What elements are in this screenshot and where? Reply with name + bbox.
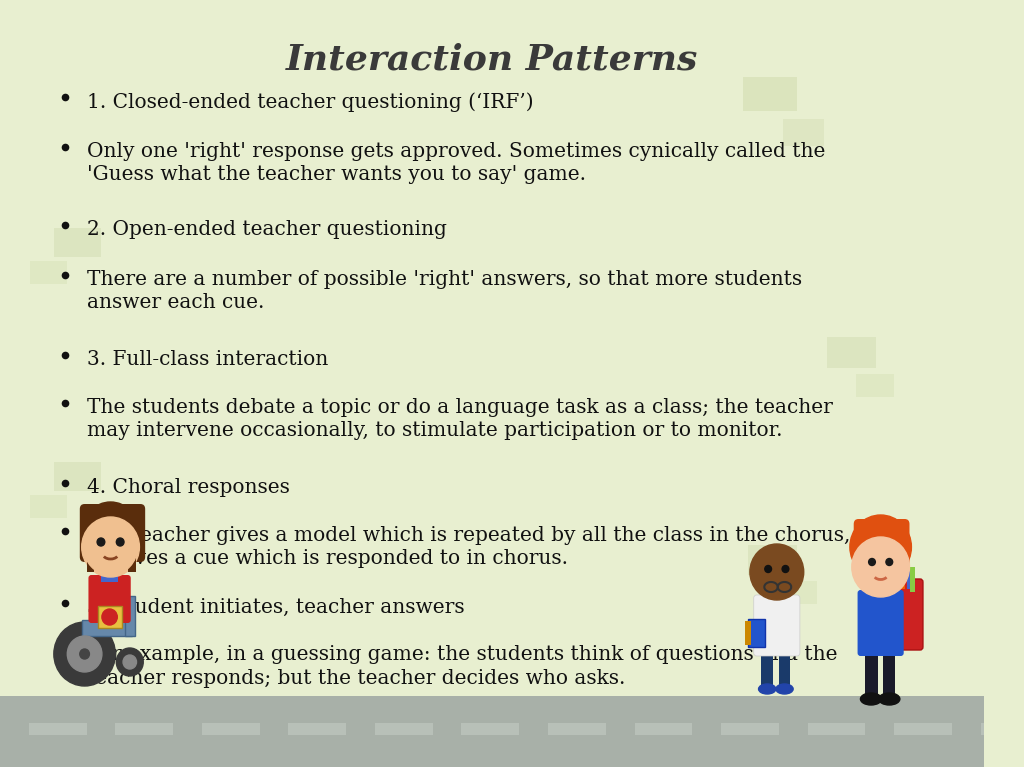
Ellipse shape: [879, 693, 900, 705]
Bar: [883, 652, 895, 702]
Circle shape: [765, 565, 771, 572]
Bar: [54, 228, 101, 257]
Circle shape: [123, 655, 136, 669]
Circle shape: [117, 648, 143, 676]
Bar: [910, 567, 915, 592]
Bar: [82, 620, 132, 636]
Ellipse shape: [759, 684, 776, 694]
Bar: [782, 119, 824, 146]
Bar: [289, 723, 346, 736]
Text: For example, in a guessing game: the students think of questions and the
teacher: For example, in a guessing game: the stu…: [86, 645, 837, 687]
Bar: [125, 596, 134, 636]
Bar: [762, 652, 773, 692]
Bar: [30, 495, 67, 518]
Bar: [895, 569, 899, 589]
Bar: [54, 462, 101, 491]
Bar: [748, 619, 765, 647]
Circle shape: [850, 515, 911, 579]
Circle shape: [97, 538, 104, 546]
Circle shape: [852, 537, 909, 597]
Text: 2. Open-ended teacher questioning: 2. Open-ended teacher questioning: [86, 220, 446, 239]
Circle shape: [868, 558, 876, 565]
Text: Interaction Patterns: Interaction Patterns: [286, 42, 698, 76]
Bar: [772, 587, 781, 599]
Text: 1. Closed-ended teacher questioning (‘IRF’): 1. Closed-ended teacher questioning (‘IR…: [86, 92, 534, 112]
Ellipse shape: [860, 693, 882, 705]
Text: 4. Choral responses: 4. Choral responses: [86, 478, 290, 497]
Text: 3. Full-class interaction: 3. Full-class interaction: [86, 350, 328, 369]
Circle shape: [886, 558, 893, 565]
Bar: [827, 337, 877, 368]
Circle shape: [84, 519, 137, 575]
Text: 5. Student initiates, teacher answers: 5. Student initiates, teacher answers: [86, 598, 464, 617]
Bar: [745, 621, 751, 645]
FancyBboxPatch shape: [80, 504, 145, 562]
Bar: [101, 574, 118, 582]
Bar: [105, 564, 116, 574]
Bar: [116, 723, 173, 736]
Bar: [0, 696, 984, 767]
Bar: [901, 569, 904, 589]
Circle shape: [68, 636, 102, 672]
Bar: [202, 723, 259, 736]
FancyBboxPatch shape: [857, 590, 904, 656]
Text: The teacher gives a model which is repeated by all the class in the chorus,
or g: The teacher gives a model which is repea…: [86, 526, 850, 568]
Bar: [721, 723, 778, 736]
Bar: [635, 723, 692, 736]
Text: Only one 'right' response gets approved. Sometimes cynically called the
'Guess w: Only one 'right' response gets approved.…: [86, 142, 825, 185]
Text: There are a number of possible 'right' answers, so that more students
answer eac: There are a number of possible 'right' a…: [86, 270, 802, 312]
Bar: [128, 537, 135, 572]
FancyBboxPatch shape: [890, 579, 923, 650]
Circle shape: [80, 649, 89, 659]
Circle shape: [82, 517, 139, 577]
Bar: [906, 569, 910, 589]
Text: The students debate a topic or do a language task as a class; the teacher
may in: The students debate a topic or do a lang…: [86, 398, 833, 440]
Bar: [30, 261, 67, 284]
Bar: [743, 77, 798, 111]
Bar: [98, 606, 122, 628]
Bar: [86, 537, 94, 572]
Ellipse shape: [776, 684, 794, 694]
Circle shape: [54, 622, 116, 686]
FancyBboxPatch shape: [88, 575, 131, 623]
Circle shape: [854, 539, 907, 595]
Bar: [981, 723, 1024, 736]
Circle shape: [782, 565, 788, 572]
Bar: [778, 652, 791, 692]
Bar: [808, 723, 865, 736]
Bar: [462, 723, 519, 736]
Circle shape: [117, 538, 124, 546]
Bar: [865, 652, 878, 702]
Circle shape: [102, 609, 118, 625]
FancyBboxPatch shape: [754, 595, 800, 656]
Circle shape: [82, 502, 139, 562]
Bar: [749, 545, 798, 575]
Bar: [29, 723, 86, 736]
Bar: [894, 723, 951, 736]
Bar: [548, 723, 605, 736]
FancyBboxPatch shape: [854, 519, 909, 567]
Circle shape: [750, 544, 804, 600]
Bar: [779, 581, 817, 604]
Bar: [375, 723, 432, 736]
Bar: [874, 583, 886, 595]
Bar: [856, 374, 894, 397]
